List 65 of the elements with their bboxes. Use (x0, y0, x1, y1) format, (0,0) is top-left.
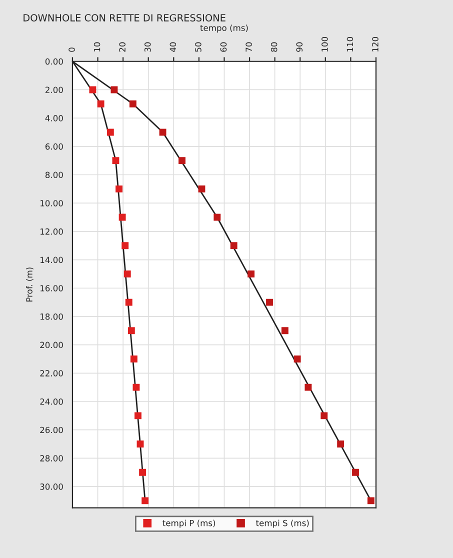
y-tick-label: 18.00 (40, 313, 63, 320)
y-tick-label: 12.00 (40, 228, 63, 235)
x-tick-label: 90 (296, 42, 303, 52)
point (139, 468, 146, 476)
point (130, 356, 138, 362)
point (230, 242, 238, 250)
y-tick-label: 8.00 (45, 172, 63, 178)
point (248, 270, 255, 278)
point (304, 384, 312, 391)
point (118, 214, 126, 221)
x-tick-label: 70 (246, 42, 252, 52)
x-tick-label: 110 (346, 37, 354, 52)
point (125, 298, 132, 306)
y-tick-label: 6.00 (45, 143, 63, 150)
y-tick-label: 20.00 (40, 342, 63, 348)
point (136, 440, 144, 448)
point (134, 412, 142, 420)
y-tick-label: 0.00 (45, 58, 63, 65)
point (178, 157, 186, 164)
point (142, 497, 149, 504)
x-axis-title: tempo (ms) (200, 24, 248, 33)
point (320, 412, 328, 420)
point (112, 157, 120, 164)
point (266, 298, 273, 306)
y-tick-label: 16.00 (40, 285, 63, 292)
point (367, 497, 374, 504)
x-tick-label: 60 (220, 42, 227, 52)
point (116, 185, 122, 192)
chart-title: DOWNHOLE CON RETTE DI REGRESSIONE (24, 14, 226, 22)
y-tick-label: 30.00 (40, 484, 63, 490)
point (89, 86, 96, 94)
point (129, 100, 136, 108)
x-tick-label: 10 (94, 42, 100, 52)
x-tick-label: 120 (372, 37, 378, 52)
point (110, 86, 118, 94)
point (352, 468, 359, 476)
point (132, 384, 140, 391)
x-tick-label: 30 (144, 42, 151, 52)
point (214, 214, 221, 221)
y-tick-label: 2.00 (46, 86, 63, 94)
point (198, 185, 206, 192)
point (294, 356, 301, 362)
y-tick-label: 22.00 (40, 370, 63, 376)
x-tick-label: 50 (195, 42, 202, 52)
legend-label: tempi S (ms) (256, 520, 309, 528)
y-tick-label: 10.00 (40, 200, 63, 206)
y-tick-label: 28.00 (40, 455, 63, 462)
legend-label: tempi P (ms) (162, 520, 216, 528)
y-tick-label: 26.00 (40, 426, 63, 434)
x-tick-label: 100 (322, 37, 328, 52)
y-tick-label: 4.00 (45, 115, 63, 122)
point (124, 270, 131, 278)
point (122, 242, 129, 250)
point (337, 440, 344, 448)
x-tick-label: 40 (170, 42, 176, 52)
y-tick-label: 14.00 (40, 256, 63, 264)
point (281, 327, 288, 334)
y-axis-title: Prof. (m) (26, 268, 34, 302)
point (128, 327, 135, 334)
point (97, 100, 104, 108)
x-tick-label: 0 (68, 48, 75, 52)
point (106, 128, 114, 136)
y-tick-label: 24.00 (40, 398, 63, 405)
x-tick-label: 20 (119, 42, 126, 52)
x-tick-label: 80 (270, 42, 278, 52)
